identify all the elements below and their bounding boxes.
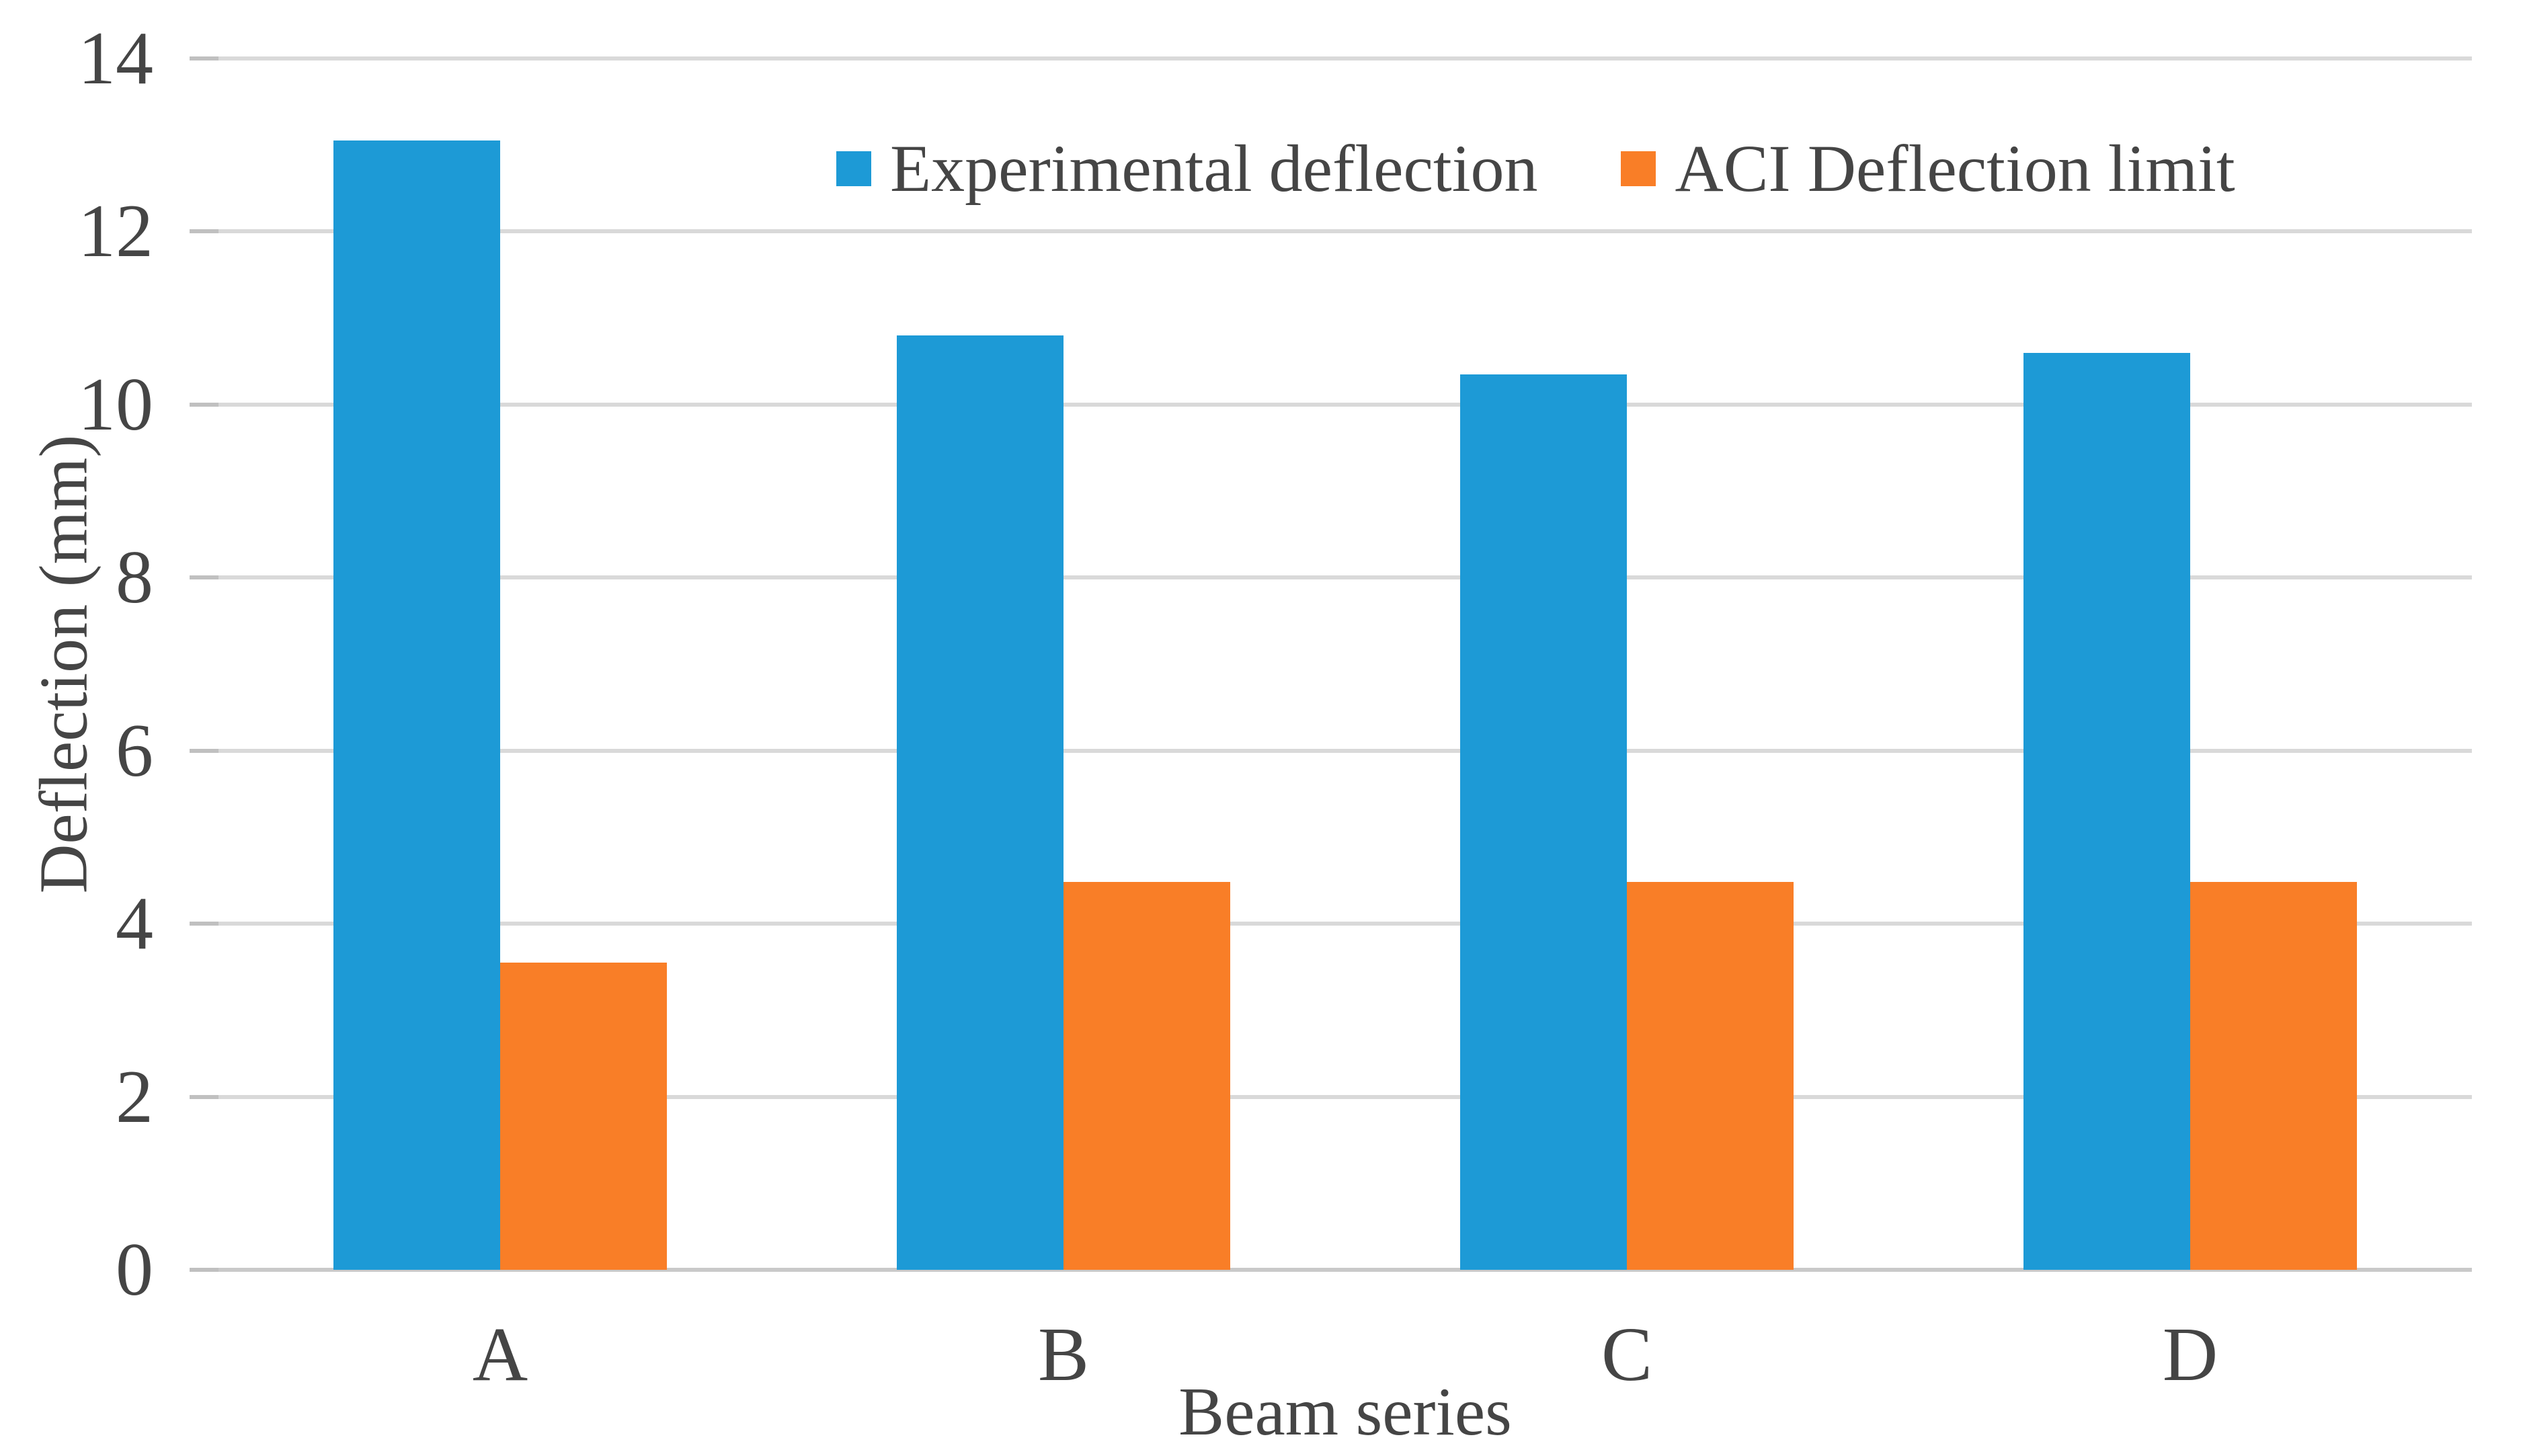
y-axis-tick-mark [190,922,218,926]
gridline-y-12 [218,229,2472,234]
y-axis-tick-mark [190,229,218,234]
x-category-label-D: D [2162,1311,2218,1397]
bar-C-experimental-deflection [1459,374,1627,1270]
bar-D-experimental-deflection [2023,352,2190,1270]
bar-group-B [782,58,1345,1270]
legend-item-aci-deflection-limit: ACI Deflection limit [1621,130,2235,207]
x-category-label-B: B [1037,1311,1090,1397]
y-tick-label-0: 0 [116,1228,153,1311]
y-axis-tick-mark [190,575,218,580]
bar-D-aci-deflection-limit [2190,882,2358,1270]
legend-item-experimental-deflection: Experimental deflection [836,130,1537,207]
gridline-y-4 [218,922,2472,926]
legend-label: ACI Deflection limit [1675,131,2235,206]
bar-B-experimental-deflection [896,335,1064,1270]
gridline-y-0 [218,1268,2472,1272]
bar-group-D [1909,58,2472,1270]
legend-label: Experimental deflection [890,131,1538,206]
x-category-label-A: A [472,1311,528,1397]
y-tick-label-14: 14 [78,17,153,100]
bar-group-A [218,58,782,1270]
gridline-y-10 [218,402,2472,407]
y-axis-tick-mark [190,1268,218,1272]
x-axis-title: Beam series [1178,1374,1512,1450]
bar-B-aci-deflection-limit [1064,882,1231,1270]
gridline-y-8 [218,575,2472,580]
y-tick-label-8: 8 [116,536,153,620]
bar-group-C [1345,58,1909,1270]
orange-series-swatch-icon [1621,151,1656,186]
gridline-y-6 [218,748,2472,753]
y-tick-label-4: 4 [116,882,153,966]
gridline-y-14 [218,56,2472,60]
chart-legend: Experimental deflection ACI Deflection l… [836,130,2235,207]
bar-A-aci-deflection-limit [500,963,668,1270]
y-axis-tick-mark [190,56,218,60]
y-tick-label-10: 10 [78,362,153,446]
y-axis-tick-mark [190,402,218,407]
x-category-label-C: C [1601,1311,1653,1397]
bar-A-experimental-deflection [333,140,500,1270]
y-axis-title: Deflection (mm) [26,434,102,894]
y-tick-label-2: 2 [116,1055,153,1139]
y-axis-tick-mark [190,748,218,753]
gridline-y-2 [218,1094,2472,1099]
y-tick-label-6: 6 [116,709,153,793]
plot-area [190,56,2472,1272]
y-axis-tick-mark [190,1094,218,1099]
bar-C-aci-deflection-limit [1627,882,1794,1270]
y-tick-label-12: 12 [78,190,153,274]
blue-series-swatch-icon [836,151,871,186]
